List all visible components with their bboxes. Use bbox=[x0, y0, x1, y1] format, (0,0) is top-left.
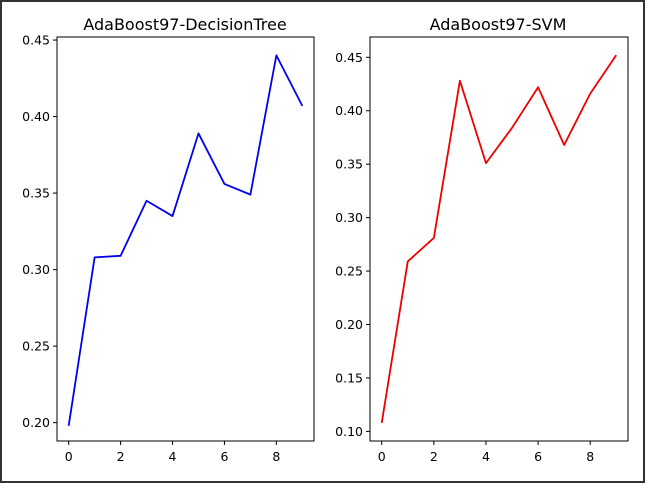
y-tick-label: 0.40 bbox=[335, 103, 363, 118]
x-tick-label: 4 bbox=[169, 449, 177, 464]
y-tick-label: 0.45 bbox=[22, 33, 50, 48]
x-tick-label: 8 bbox=[586, 449, 594, 464]
x-tick-label: 2 bbox=[117, 449, 125, 464]
y-tick-label: 0.35 bbox=[22, 186, 50, 201]
y-tick-label: 0.15 bbox=[335, 370, 363, 385]
chart-title-svm: AdaBoost97-SVM bbox=[430, 15, 567, 34]
x-tick-label: 0 bbox=[65, 449, 73, 464]
y-tick-label: 0.30 bbox=[22, 262, 50, 277]
y-tick-label: 0.10 bbox=[335, 424, 363, 439]
y-tick-label: 0.40 bbox=[22, 109, 50, 124]
y-tick-label: 0.25 bbox=[335, 264, 363, 279]
chart-title-decisiontree: AdaBoost97-DecisionTree bbox=[83, 15, 286, 34]
x-tick-label: 8 bbox=[272, 449, 280, 464]
x-tick-label: 0 bbox=[378, 449, 386, 464]
plot-area-1 bbox=[369, 36, 629, 442]
x-tick-label: 6 bbox=[220, 449, 228, 464]
y-tick-label: 0.30 bbox=[335, 210, 363, 225]
x-tick-label: 2 bbox=[430, 449, 438, 464]
x-tick-label: 6 bbox=[534, 449, 542, 464]
series-line-0-0 bbox=[67, 54, 304, 426]
y-tick-label: 0.45 bbox=[335, 50, 363, 65]
y-tick-label: 0.20 bbox=[22, 415, 50, 430]
y-tick-label: 0.25 bbox=[22, 339, 50, 354]
plot-area-0 bbox=[56, 36, 315, 442]
y-tick-label: 0.20 bbox=[335, 317, 363, 332]
y-tick-label: 0.35 bbox=[335, 157, 363, 172]
x-tick-label: 4 bbox=[482, 449, 490, 464]
series-line-1-0 bbox=[380, 54, 618, 423]
